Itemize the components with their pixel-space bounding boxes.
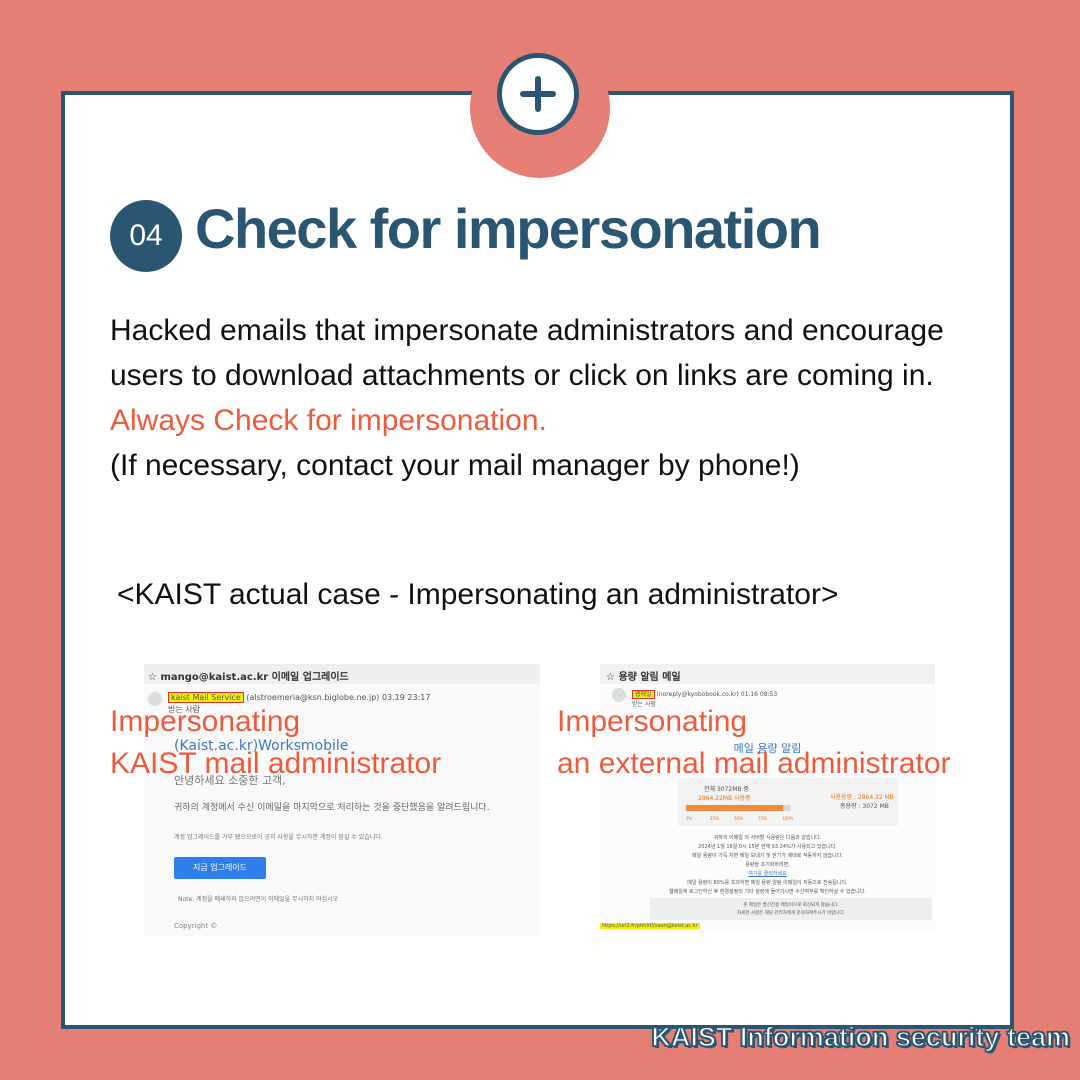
mail-msg-1: 귀하의 이메일 의 서버할 사용량은 다음과 같습니다. (713, 835, 822, 841)
usage-total: 전체 3072MB 중 (704, 786, 749, 793)
upgrade-button-label: 지금 업그레이드 (192, 863, 248, 872)
mail-header-bar (144, 664, 540, 684)
overlay-external: Impersonating an external mail administr… (557, 701, 951, 785)
sender-address: (alstroemeria@ksn.biglobe.ne.jp) 03.19 2… (246, 693, 431, 702)
usage-used: 2864.22MB 사용중 (698, 795, 751, 802)
overlay-kaist: Impersonating KAIST mail administrator (110, 701, 441, 785)
sender-address: (noreply@kyobobook.co.kr) 01.16 08:53 (656, 691, 778, 698)
description-note: (If necessary, contact your mail manager… (110, 449, 800, 482)
mail-footer-1: 본 메일은 발신전용 메일이므로 회신되지 않습니다. (743, 903, 839, 908)
mail-note: Note: 계정을 폐쇄하지 않으려면이 이메일을 무시하지 마십시오 (178, 896, 339, 903)
usage-scale-tick: 100% (782, 816, 794, 821)
mail-subject: ☆ 용량 알림 메일 (606, 672, 681, 683)
overlay-kaist-line1: Impersonating (110, 705, 301, 738)
plus-icon-glyph (520, 76, 556, 112)
mail-msg-4: 용량을 초기화하려면, (745, 862, 790, 868)
mail-recipient: 받는 사람 (632, 701, 656, 708)
mail-brand: (Kaist.ac.kr)Worksmobile (174, 738, 349, 754)
usage-scale-tick: 50% (734, 816, 743, 821)
upgrade-button[interactable]: 지금 업그레이드 (174, 857, 266, 879)
mail-sender: kaist Mail Service (alstroemeria@ksn.big… (168, 692, 431, 703)
mail-header-bar (600, 664, 935, 684)
case-caption: <KAIST actual case - Impersonating an ad… (117, 578, 839, 611)
mail-recipient: 받는 사람 (168, 705, 200, 714)
mail-msg-6: 웹메일에 로그인하신 후 환경설정의 기타 설정에 들어가시면 수신여부를 확인… (669, 889, 866, 895)
mail-heading: 메일 용량 알림 (733, 742, 802, 755)
overlay-kaist-line2: KAIST mail administrator (110, 747, 442, 780)
usage-scale-tick: 25% (710, 816, 719, 821)
overlay-external-line1: Impersonating (557, 705, 748, 738)
mail-msg-5: 메일 용량이 80%를 초과하면 메일 용량 알림 이메일이 자동으로 전송됩니… (687, 880, 848, 886)
reset-link[interactable]: 여기를 클릭하세요 (748, 871, 787, 877)
mail-copyright: Copyright © (174, 922, 218, 930)
capacity-label: 총용량 : 3072 MB (840, 803, 889, 810)
description-text: Hacked emails that impersonate administr… (110, 314, 944, 392)
mail-notice: 계정 업그레이드를 거부 됐으므로이 공지 사항을 무시하면 계정이 잠길 수 … (174, 834, 383, 841)
step-number: 04 (110, 200, 182, 272)
mail-greeting: 안녕하세요 소중한 고객, (174, 774, 286, 787)
mail-msg-3: 메일 용량이 가득 차면 메일 보내기 및 받기가 제대로 작동하지 않습니다. (692, 853, 843, 859)
usage-bar (686, 805, 790, 811)
example-screenshot-kaist: ☆ mango@kaist.ac.kr 이메일 업그레이드 kaist Mail… (144, 664, 540, 936)
avatar (148, 692, 162, 706)
description-accent: Always Check for impersonation. (110, 404, 547, 437)
mail-footer-box (650, 898, 932, 920)
usage-scale-tick: 75% (758, 816, 767, 821)
usage-bar-fill (686, 805, 783, 811)
phishing-url[interactable]: https://url2.fr/phhXfl/vaon@kaist.ac.kr (600, 923, 700, 929)
description: Hacked emails that impersonate administr… (110, 308, 970, 488)
sender-highlight: kaist Mail Service (168, 692, 244, 703)
mail-footer-2: 자세한 사항은 해당 관리자에게 문의하여주시기 바랍니다. (737, 911, 845, 916)
plus-icon (497, 53, 579, 135)
usage-label: 사용용량 : 2864.22 MB (830, 794, 894, 801)
mail-message: 귀하의 계정에서 수신 이메일을 마지막으로 처리하는 것을 중단했음을 알려드… (174, 803, 490, 813)
usage-scale: 0% 25% 50% 75% 100% (686, 816, 806, 821)
mail-sender: 웹메일 (noreply@kyobobook.co.kr) 01.16 08:5… (632, 689, 778, 699)
sender-highlight: 웹메일 (632, 690, 655, 699)
page-title: Check for impersonation (195, 197, 822, 260)
usage-scale-tick: 0% (686, 816, 693, 821)
team-footer: KAIST Information security team (651, 1021, 1071, 1053)
example-screenshot-external: ☆ 용량 알림 메일 웹메일 (noreply@kyobobook.co.kr)… (600, 664, 935, 934)
usage-panel (678, 778, 898, 826)
mail-subject: ☆ mango@kaist.ac.kr 이메일 업그레이드 (148, 672, 349, 683)
overlay-external-line2: an external mail administrator (557, 747, 951, 780)
avatar (612, 688, 626, 702)
mail-msg-2: 2024년 1월 16일 0시 15분 현재 93.24%가 사용되고 있습니다… (698, 844, 837, 850)
